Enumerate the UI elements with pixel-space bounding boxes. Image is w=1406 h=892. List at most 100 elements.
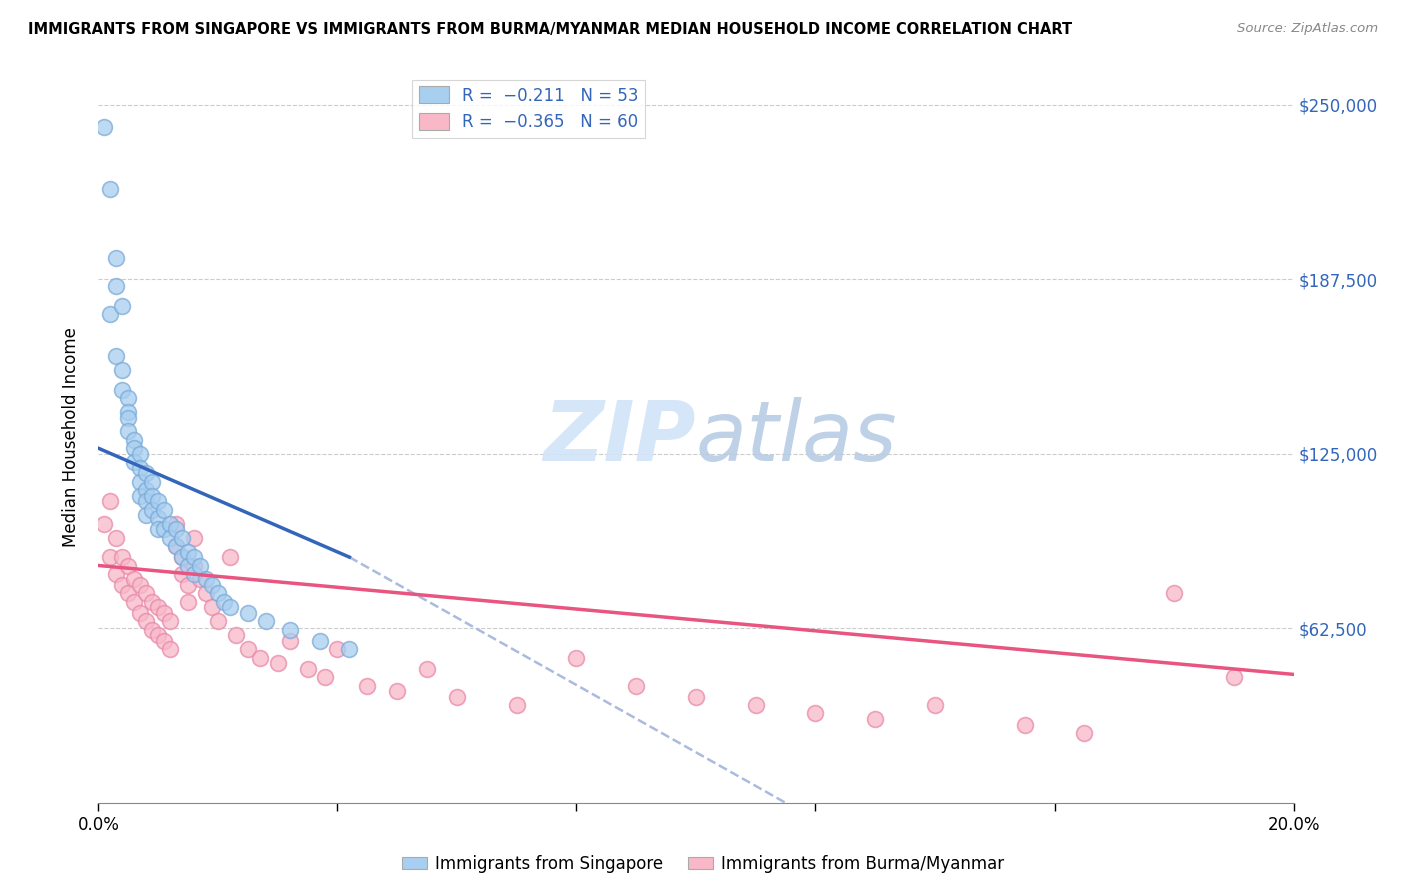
Point [141, 475, 163, 489]
Legend: Immigrants from Singapore, Immigrants from Burma/Myanmar: Immigrants from Singapore, Immigrants fr… [395, 848, 1011, 880]
Point [188, 573, 211, 587]
Point [183, 558, 205, 573]
Point [219, 600, 242, 615]
Point [201, 578, 224, 592]
Point [207, 615, 229, 629]
Point [1163, 586, 1185, 600]
Point [188, 558, 211, 573]
Y-axis label: Median Household Income: Median Household Income [62, 327, 80, 547]
Point [339, 642, 361, 657]
Point [153, 522, 176, 536]
Point [148, 600, 170, 615]
Point [308, 633, 330, 648]
Point [225, 628, 247, 642]
Point [135, 586, 157, 600]
Point [219, 550, 242, 565]
Point [135, 467, 157, 481]
Point [117, 391, 139, 405]
Point [124, 573, 146, 587]
Point [153, 502, 176, 516]
Point [105, 252, 128, 266]
Point [135, 494, 157, 508]
Legend: R =  −0.211   N = 53, R =  −0.365   N = 60: R = −0.211 N = 53, R = −0.365 N = 60 [412, 79, 645, 137]
Text: ZIP: ZIP [543, 397, 696, 477]
Point [129, 606, 152, 620]
Point [159, 516, 181, 531]
Point [117, 405, 139, 419]
Point [124, 433, 146, 447]
Text: atlas: atlas [696, 397, 897, 477]
Point [195, 573, 218, 587]
Point [105, 531, 128, 545]
Point [165, 539, 187, 553]
Point [172, 550, 194, 565]
Point [236, 642, 259, 657]
Point [183, 531, 205, 545]
Point [249, 650, 271, 665]
Point [172, 566, 194, 581]
Point [278, 623, 301, 637]
Point [177, 595, 200, 609]
Text: Source: ZipAtlas.com: Source: ZipAtlas.com [1237, 22, 1378, 36]
Point [153, 606, 176, 620]
Point [153, 633, 176, 648]
Point [93, 516, 115, 531]
Point [195, 586, 218, 600]
Point [172, 550, 194, 565]
Point [278, 633, 301, 648]
Point [141, 623, 163, 637]
Point [254, 615, 277, 629]
Point [98, 307, 122, 321]
Point [183, 566, 205, 581]
Point [416, 662, 439, 676]
Point [93, 120, 115, 135]
Point [135, 508, 157, 523]
Point [315, 670, 337, 684]
Point [685, 690, 707, 704]
Text: IMMIGRANTS FROM SINGAPORE VS IMMIGRANTS FROM BURMA/MYANMAR MEDIAN HOUSEHOLD INCO: IMMIGRANTS FROM SINGAPORE VS IMMIGRANTS … [28, 22, 1073, 37]
Point [129, 578, 152, 592]
Point [111, 299, 134, 313]
Point [105, 279, 128, 293]
Point [124, 595, 146, 609]
Point [745, 698, 768, 712]
Point [212, 595, 235, 609]
Point [1223, 670, 1246, 684]
Point [117, 586, 139, 600]
Point [117, 558, 139, 573]
Point [148, 511, 170, 525]
Point [165, 516, 187, 531]
Point [165, 522, 187, 536]
Point [141, 595, 163, 609]
Point [129, 447, 152, 461]
Point [129, 475, 152, 489]
Point [865, 712, 887, 726]
Point [98, 181, 122, 195]
Point [148, 494, 170, 508]
Point [159, 615, 181, 629]
Point [506, 698, 529, 712]
Point [111, 363, 134, 377]
Point [172, 531, 194, 545]
Point [326, 642, 349, 657]
Point [236, 606, 259, 620]
Point [98, 494, 122, 508]
Point [1014, 717, 1036, 731]
Point [159, 642, 181, 657]
Point [135, 615, 157, 629]
Point [111, 383, 134, 397]
Point [124, 455, 146, 469]
Point [148, 522, 170, 536]
Point [804, 706, 827, 721]
Point [159, 531, 181, 545]
Point [98, 550, 122, 565]
Point [148, 628, 170, 642]
Point [135, 483, 157, 497]
Point [626, 679, 648, 693]
Point [177, 578, 200, 592]
Point [117, 410, 139, 425]
Point [183, 550, 205, 565]
Point [105, 349, 128, 363]
Point [165, 539, 187, 553]
Point [385, 684, 409, 698]
